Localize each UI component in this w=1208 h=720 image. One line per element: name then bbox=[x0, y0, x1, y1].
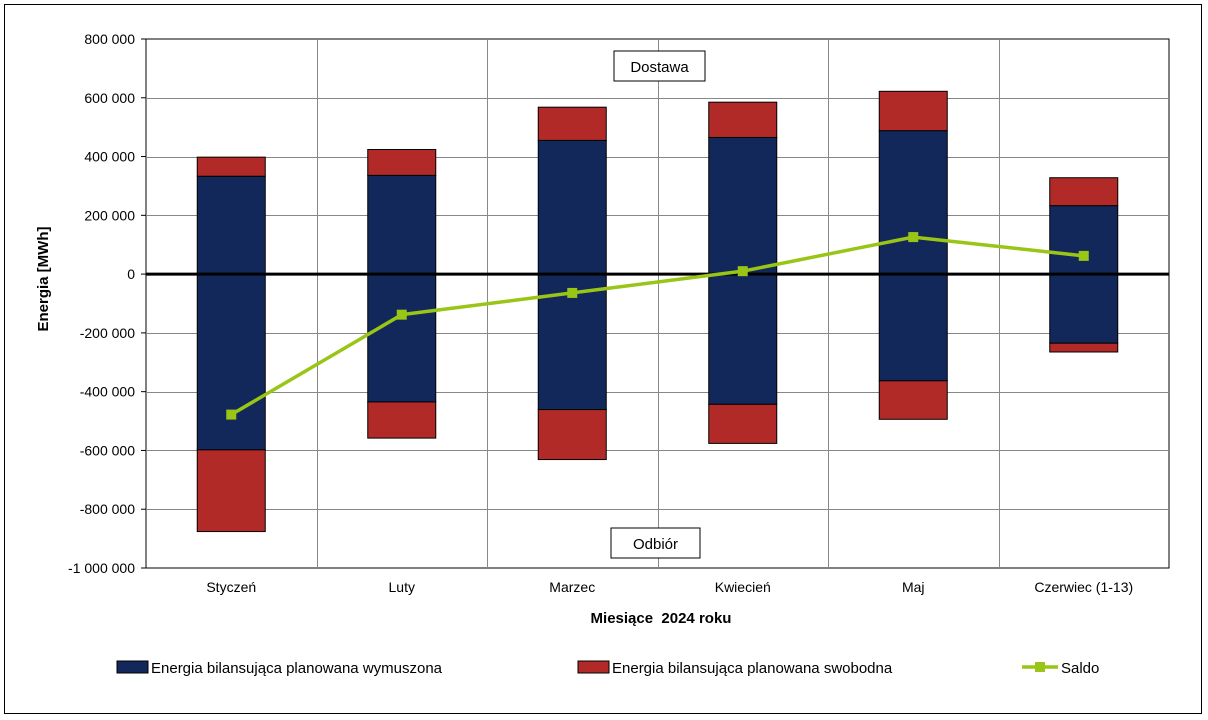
legend-item-swobodna: Energia bilansująca planowana swobodna bbox=[577, 660, 893, 677]
bar-swobodna-positive bbox=[196, 156, 266, 177]
x-tick-label: Kwiecień bbox=[715, 579, 771, 595]
bar-wymuszona-positive bbox=[196, 175, 266, 275]
y-tick-label: -800 000 bbox=[80, 501, 135, 517]
saldo-point bbox=[1078, 250, 1089, 261]
bar-swobodna-negative bbox=[878, 380, 948, 420]
legend: Energia bilansująca planowana wymuszona … bbox=[116, 660, 1099, 677]
annotation-odbior-text: Odbiór bbox=[633, 536, 678, 553]
y-tick-label: 400 000 bbox=[84, 149, 135, 165]
bar-wymuszona-negative bbox=[367, 273, 437, 403]
x-tick-label: Luty bbox=[389, 579, 415, 595]
legend-swatch-swobodna bbox=[577, 660, 610, 674]
bar-wymuszona-negative bbox=[1049, 273, 1119, 344]
legend-marker-saldo bbox=[1035, 662, 1045, 672]
bar-wymuszona-positive bbox=[708, 136, 778, 275]
bar-wymuszona-positive bbox=[537, 139, 607, 275]
saldo-point bbox=[396, 309, 407, 320]
bar-swobodna-positive bbox=[537, 106, 607, 141]
bar-swobodna-positive bbox=[367, 149, 437, 176]
bar-swobodna-negative bbox=[537, 409, 607, 461]
y-tick-label: 200 000 bbox=[84, 207, 135, 223]
bar-wymuszona-positive bbox=[1049, 205, 1119, 275]
bars bbox=[196, 90, 1119, 533]
y-tick-label: 0 bbox=[127, 266, 135, 282]
saldo-line bbox=[230, 235, 1084, 417]
annotation-dostawa: Dostawa bbox=[613, 50, 706, 82]
bar-swobodna-positive bbox=[1049, 177, 1119, 207]
legend-label-swobodna: Energia bilansująca planowana swobodna bbox=[612, 660, 893, 677]
bar-wymuszona-positive bbox=[367, 174, 437, 275]
saldo-point bbox=[226, 409, 237, 420]
bar-swobodna-negative bbox=[367, 401, 437, 439]
saldo-point bbox=[908, 232, 919, 243]
legend-item-wymuszona: Energia bilansująca planowana wymuszona bbox=[116, 660, 443, 677]
legend-label-saldo: Saldo bbox=[1061, 660, 1099, 677]
legend-swatch-wymuszona bbox=[116, 660, 149, 674]
y-tick-label: -1 000 000 bbox=[68, 560, 135, 576]
saldo-point bbox=[737, 266, 748, 277]
bar-wymuszona-negative bbox=[708, 273, 778, 405]
bar-swobodna-positive bbox=[878, 90, 948, 132]
plot-area bbox=[145, 38, 1170, 569]
y-tick-labels: 800 000 600 000 400 000 200 000 0 -200 000 -40… bbox=[68, 31, 146, 576]
x-tick-label: Maj bbox=[902, 579, 925, 595]
x-tick-label: Styczeń bbox=[206, 579, 256, 595]
x-tick-label: Marzec bbox=[549, 579, 595, 595]
x-tick-labels: Styczeń Luty Marzec Kwiecień Maj Czerwiec (1-… bbox=[206, 579, 1133, 595]
bar-swobodna-negative bbox=[708, 403, 778, 444]
y-tick-label: 800 000 bbox=[84, 31, 135, 47]
saldo-point bbox=[567, 287, 578, 298]
bar-swobodna-negative bbox=[1049, 342, 1119, 353]
x-axis-title: Miesiące 2024 roku bbox=[591, 610, 732, 627]
y-tick-label: 600 000 bbox=[84, 90, 135, 106]
saldo-line-series bbox=[226, 232, 1089, 420]
bar-wymuszona-positive bbox=[878, 130, 948, 275]
annotation-odbior: Odbiór bbox=[610, 527, 701, 559]
legend-item-saldo: Saldo bbox=[1022, 660, 1099, 677]
bar-swobodna-positive bbox=[708, 101, 778, 138]
bar-swobodna-negative bbox=[196, 449, 266, 533]
legend-label-wymuszona: Energia bilansująca planowana wymuszona bbox=[151, 660, 443, 677]
bar-wymuszona-negative bbox=[878, 273, 948, 382]
y-tick-label: -600 000 bbox=[80, 442, 135, 458]
x-tick-label: Czerwiec (1-13) bbox=[1034, 579, 1133, 595]
y-axis-title: Energia [MWh] bbox=[35, 227, 52, 332]
y-tick-label: -200 000 bbox=[80, 325, 135, 341]
y-tick-label: -400 000 bbox=[80, 384, 135, 400]
bar-wymuszona-negative bbox=[196, 273, 266, 451]
annotation-dostawa-text: Dostawa bbox=[630, 59, 689, 76]
